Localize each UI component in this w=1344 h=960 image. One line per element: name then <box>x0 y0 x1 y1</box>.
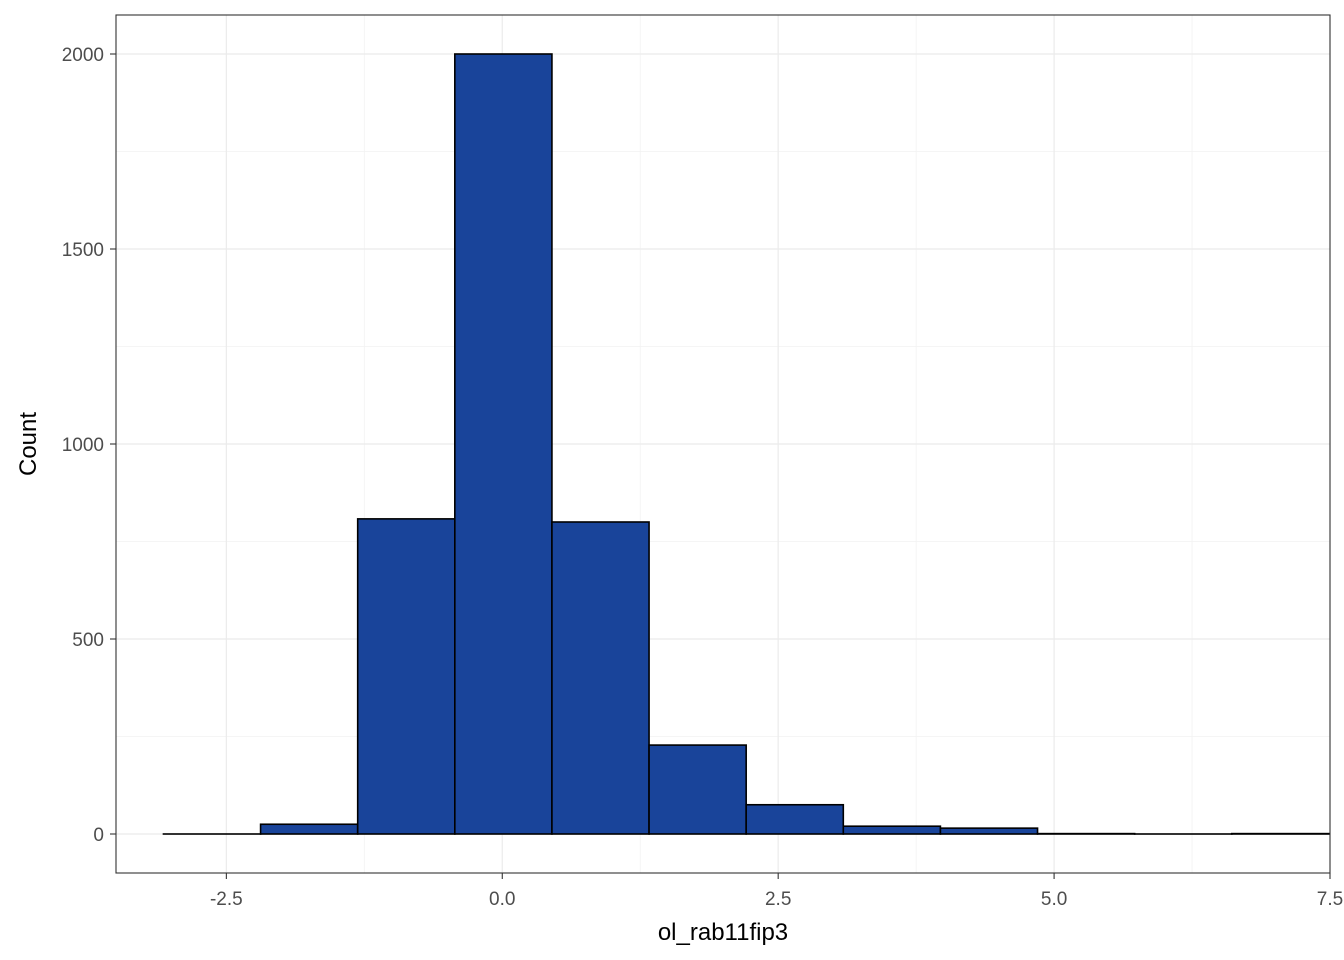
x-tick-label: 7.5 <box>1317 889 1343 910</box>
histogram-bar <box>648 744 747 835</box>
histogram-bar <box>842 825 942 835</box>
x-tick-label: 5.0 <box>1041 889 1067 910</box>
x-axis: -2.5 0.0 2.5 5.0 7.5 <box>210 873 1343 910</box>
histogram-bar <box>551 521 650 835</box>
histogram-bar <box>454 53 553 835</box>
y-tick-label: 1500 <box>62 240 104 261</box>
histogram-bar <box>745 803 845 835</box>
y-tick-label: 1000 <box>62 435 104 456</box>
histogram-bar <box>259 823 359 835</box>
y-axis-title: Count <box>15 412 42 476</box>
histogram-bars <box>162 53 1330 835</box>
x-tick-label: 2.5 <box>765 889 791 910</box>
histogram-bar <box>939 827 1039 835</box>
y-tick-label: 2000 <box>62 45 104 66</box>
histogram-bar <box>356 518 456 835</box>
y-axis: 0 500 1000 1500 2000 <box>62 45 116 846</box>
x-tick-label: 0.0 <box>489 889 515 910</box>
y-tick-label: 500 <box>72 630 104 651</box>
y-tick-label: 0 <box>93 825 104 846</box>
x-axis-title: ol_rab11fip3 <box>658 919 788 946</box>
x-tick-label: -2.5 <box>210 889 243 910</box>
